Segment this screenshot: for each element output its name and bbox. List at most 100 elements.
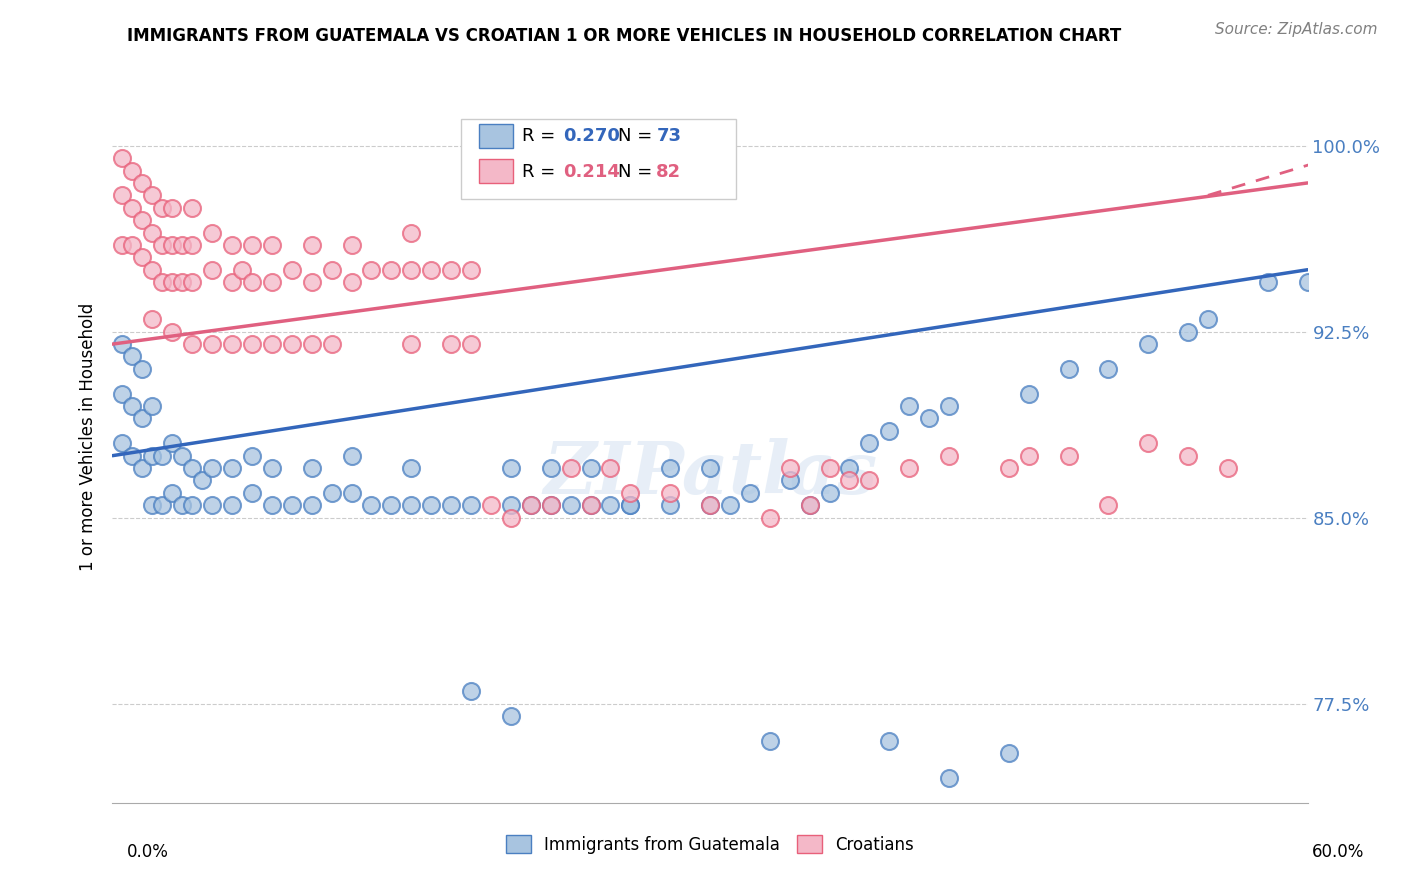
Point: [321, 337, 343, 351]
Point: [520, 498, 543, 512]
Point: [181, 461, 204, 475]
Point: [321, 262, 343, 277]
Point: [162, 325, 183, 339]
Point: [221, 461, 243, 475]
Point: [181, 337, 204, 351]
Point: [440, 262, 463, 277]
Point: [201, 262, 224, 277]
Point: [619, 486, 641, 500]
Point: [420, 498, 443, 512]
Point: [1018, 449, 1040, 463]
Point: [172, 498, 194, 512]
Point: [121, 399, 143, 413]
Point: [1137, 337, 1160, 351]
Point: [162, 436, 183, 450]
Point: [360, 498, 382, 512]
Point: [131, 250, 153, 264]
Point: [460, 262, 482, 277]
Point: [579, 498, 602, 512]
Point: [699, 498, 721, 512]
Point: [520, 498, 543, 512]
Point: [141, 498, 163, 512]
Point: [131, 411, 153, 425]
Point: [420, 262, 443, 277]
Point: [401, 262, 423, 277]
Point: [240, 275, 263, 289]
Point: [938, 399, 960, 413]
Point: [121, 238, 143, 252]
Point: [162, 486, 183, 500]
Point: [131, 176, 153, 190]
Point: [401, 498, 423, 512]
Point: [659, 486, 682, 500]
Point: [131, 213, 153, 227]
Point: [301, 238, 323, 252]
Point: [779, 461, 801, 475]
Point: [131, 362, 153, 376]
Point: [191, 474, 214, 488]
Point: [599, 461, 621, 475]
Point: [560, 498, 582, 512]
Point: [360, 262, 382, 277]
Point: [1296, 275, 1319, 289]
Text: 60.0%: 60.0%: [1312, 843, 1364, 861]
Point: [759, 510, 782, 524]
Text: N =: N =: [619, 127, 658, 145]
Point: [181, 238, 204, 252]
Point: [111, 238, 134, 252]
Point: [162, 201, 183, 215]
Point: [479, 498, 502, 512]
Point: [260, 498, 283, 512]
Point: [759, 734, 782, 748]
Point: [1018, 386, 1040, 401]
Point: [221, 337, 243, 351]
Point: [221, 275, 243, 289]
Point: [998, 746, 1021, 760]
Point: [998, 461, 1021, 475]
Point: [141, 226, 163, 240]
Point: [340, 275, 363, 289]
Point: [240, 238, 263, 252]
Point: [141, 312, 163, 326]
Point: [121, 449, 143, 463]
Point: [401, 337, 423, 351]
Point: [221, 498, 243, 512]
Point: [201, 498, 224, 512]
Point: [1177, 449, 1199, 463]
Point: [240, 337, 263, 351]
FancyBboxPatch shape: [461, 119, 737, 199]
Point: [260, 238, 283, 252]
Point: [340, 449, 363, 463]
Text: Source: ZipAtlas.com: Source: ZipAtlas.com: [1215, 22, 1378, 37]
Point: [131, 461, 153, 475]
Point: [150, 275, 173, 289]
Point: [938, 449, 960, 463]
FancyBboxPatch shape: [479, 159, 513, 183]
Point: [172, 449, 194, 463]
Point: [659, 498, 682, 512]
Legend: Immigrants from Guatemala, Croatians: Immigrants from Guatemala, Croatians: [499, 829, 921, 860]
Point: [499, 709, 522, 723]
Point: [281, 337, 304, 351]
Point: [1257, 275, 1279, 289]
Point: [231, 262, 253, 277]
Point: [201, 337, 224, 351]
Point: [1177, 325, 1199, 339]
Point: [162, 275, 183, 289]
Point: [181, 201, 204, 215]
Point: [181, 498, 204, 512]
Point: [340, 238, 363, 252]
Point: [141, 399, 163, 413]
Point: [599, 498, 621, 512]
Point: [1097, 498, 1119, 512]
Point: [121, 201, 143, 215]
Point: [141, 188, 163, 202]
Y-axis label: 1 or more Vehicles in Household: 1 or more Vehicles in Household: [79, 303, 97, 571]
Point: [380, 262, 402, 277]
Point: [879, 424, 901, 438]
Point: [838, 474, 860, 488]
Text: 73: 73: [657, 127, 682, 145]
Point: [172, 275, 194, 289]
Point: [172, 238, 194, 252]
Point: [858, 436, 880, 450]
